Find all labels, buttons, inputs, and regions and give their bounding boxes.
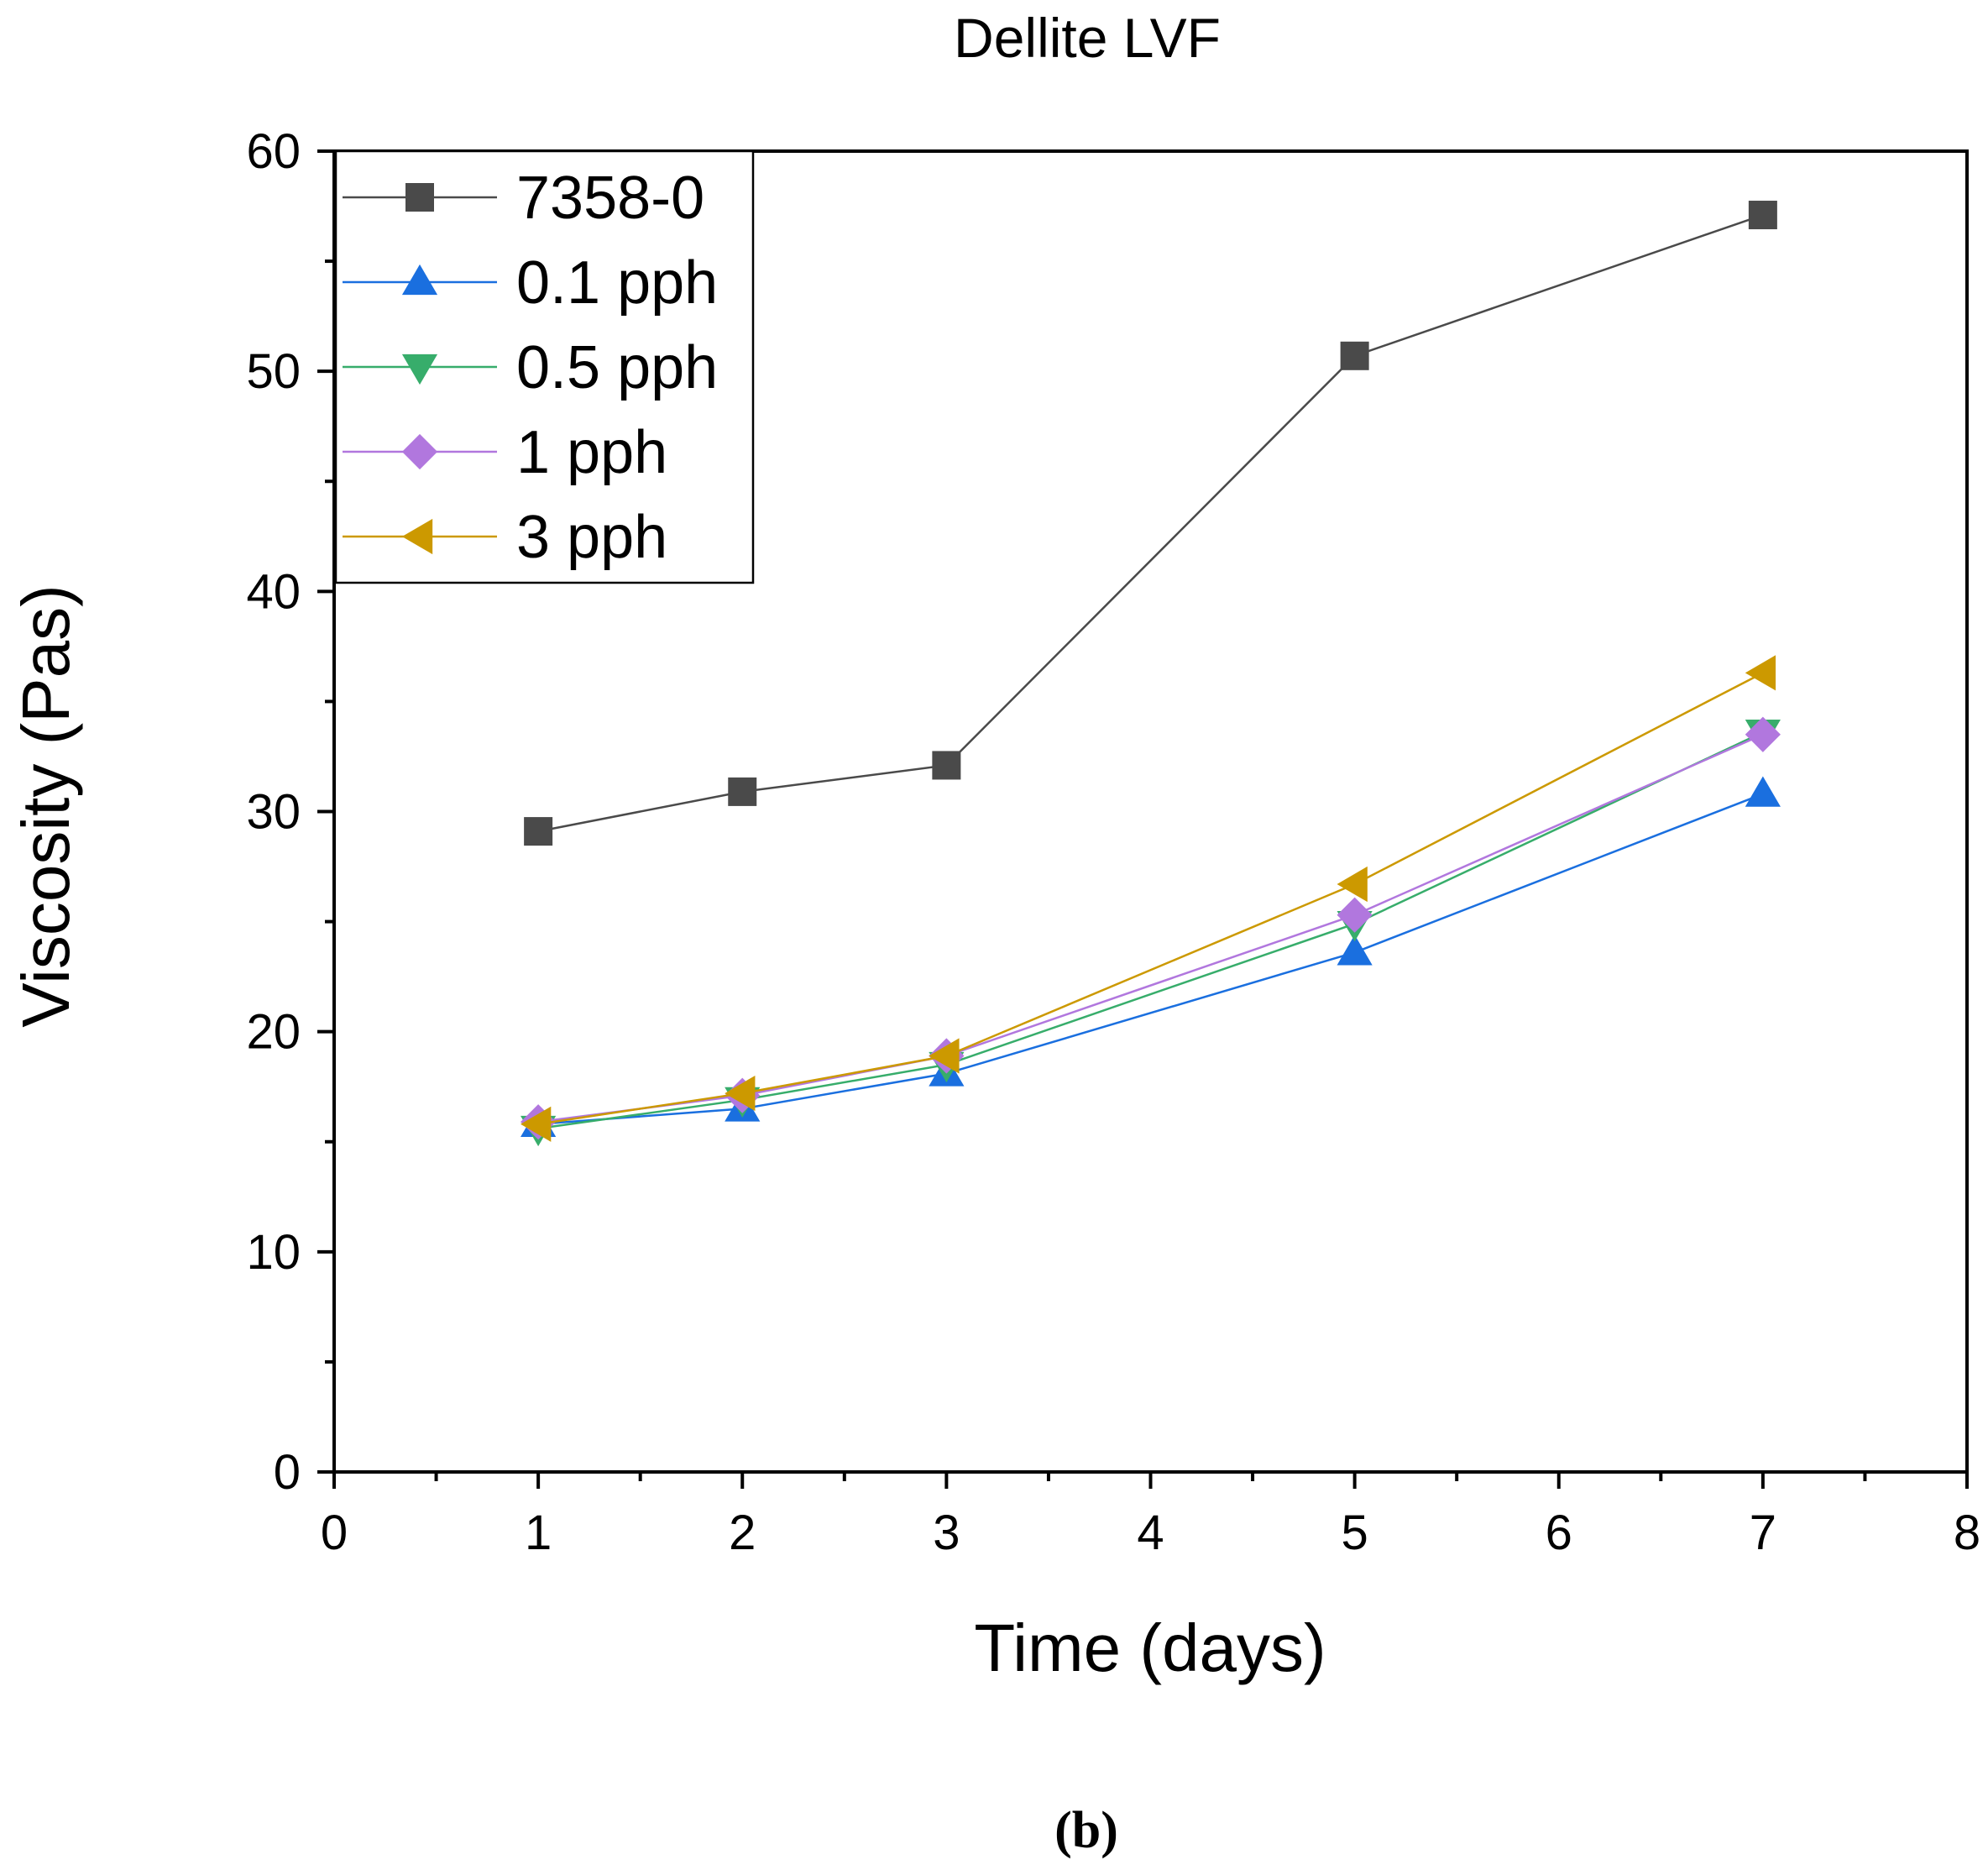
data-point <box>521 1106 552 1142</box>
legend-marker <box>401 518 433 555</box>
legend-item: 7358-0 <box>343 165 704 232</box>
data-point <box>1340 341 1369 370</box>
y-tick-label: 10 <box>246 1225 301 1280</box>
legend-marker <box>401 264 438 296</box>
x-tick-label: 2 <box>729 1506 756 1560</box>
x-tick-label: 5 <box>1341 1506 1368 1560</box>
data-point <box>1337 935 1373 966</box>
legend-item: 3 pph <box>343 504 667 571</box>
series-line <box>537 672 1764 1126</box>
y-tick-label: 40 <box>246 564 301 619</box>
series-line <box>537 733 1764 1123</box>
data-point <box>1745 655 1776 691</box>
legend: 7358-0 0.1 pph 0.5 pph 1 pph 3 pph <box>334 149 755 584</box>
x-tick-label: 7 <box>1750 1506 1776 1560</box>
y-tick-label: 50 <box>246 344 301 399</box>
data-point <box>728 777 757 806</box>
data-point <box>1745 776 1781 807</box>
legend-marker <box>401 354 438 385</box>
x-tick-label: 6 <box>1546 1506 1572 1560</box>
figure-caption: (b) <box>1054 1802 1118 1859</box>
chart-title: Dellite LVF <box>954 7 1221 69</box>
data-point <box>1745 716 1781 752</box>
axis-ticks: 0 1 2 3 4 5 6 7 8 0 10 20 30 40 50 60 <box>246 124 1980 1560</box>
series-7358-0 <box>524 201 1777 846</box>
legend-label: 3 pph <box>516 504 667 571</box>
legend-marker <box>401 433 438 470</box>
data-point <box>929 1038 960 1074</box>
series-3-pph <box>521 655 1776 1142</box>
legend-item: 1 pph <box>343 419 667 486</box>
legend-label: 7358-0 <box>516 165 704 232</box>
legend-item: 0.1 pph <box>343 249 718 317</box>
legend-label: 0.1 pph <box>516 249 718 317</box>
y-axis-label: Viscosity (Pas) <box>8 584 83 1028</box>
legend-item: 0.5 pph <box>343 334 718 401</box>
data-point <box>725 1075 756 1112</box>
data-series <box>521 201 1781 1147</box>
series-0-1-pph <box>521 776 1781 1137</box>
data-point <box>1748 201 1777 230</box>
legend-label: 0.5 pph <box>516 334 718 401</box>
y-tick-label: 0 <box>274 1445 301 1500</box>
data-point <box>932 751 961 780</box>
x-tick-label: 1 <box>525 1506 552 1560</box>
y-tick-label: 30 <box>246 785 301 840</box>
series-line <box>538 793 1764 1126</box>
x-tick-label: 0 <box>321 1506 348 1560</box>
series-line <box>537 731 1764 1130</box>
y-tick-label: 20 <box>246 1005 301 1060</box>
y-tick-label: 60 <box>246 124 301 179</box>
data-point <box>1337 866 1368 903</box>
data-point <box>1337 897 1373 933</box>
series-1-pph <box>521 716 1781 1140</box>
x-tick-label: 3 <box>933 1506 960 1560</box>
x-tick-label: 4 <box>1137 1506 1164 1560</box>
x-tick-label: 8 <box>1954 1506 1980 1560</box>
series-0-5-pph <box>521 719 1781 1147</box>
data-point <box>524 817 553 846</box>
legend-marker <box>405 183 434 212</box>
x-axis-label: Time (days) <box>974 1611 1326 1685</box>
legend-label: 1 pph <box>516 419 667 486</box>
